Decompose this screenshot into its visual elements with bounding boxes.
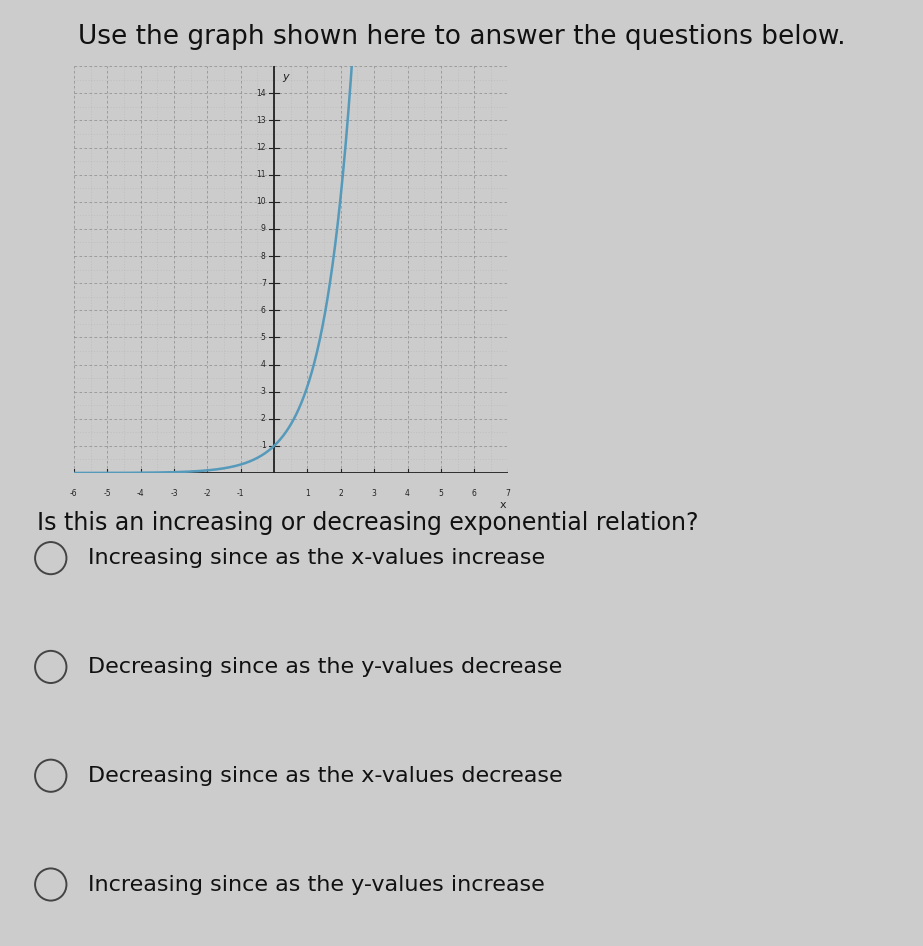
Text: 11: 11 bbox=[257, 170, 266, 179]
Text: 10: 10 bbox=[256, 198, 266, 206]
Text: 7: 7 bbox=[261, 279, 266, 288]
Text: -5: -5 bbox=[103, 489, 111, 499]
Text: 5: 5 bbox=[438, 489, 443, 499]
Text: 5: 5 bbox=[261, 333, 266, 342]
Text: 4: 4 bbox=[405, 489, 410, 499]
Text: 6: 6 bbox=[261, 306, 266, 315]
Text: 8: 8 bbox=[261, 252, 266, 260]
Text: -4: -4 bbox=[137, 489, 144, 499]
Text: 9: 9 bbox=[261, 224, 266, 234]
Text: 3: 3 bbox=[372, 489, 377, 499]
Text: y: y bbox=[282, 72, 289, 81]
Text: 2: 2 bbox=[261, 414, 266, 423]
Text: Use the graph shown here to answer the questions below.: Use the graph shown here to answer the q… bbox=[78, 24, 845, 49]
Text: -3: -3 bbox=[170, 489, 178, 499]
Text: 2: 2 bbox=[339, 489, 343, 499]
Text: Decreasing since as the y-values decrease: Decreasing since as the y-values decreas… bbox=[88, 657, 562, 677]
Text: 12: 12 bbox=[257, 143, 266, 152]
Text: 4: 4 bbox=[261, 360, 266, 369]
Text: x: x bbox=[499, 500, 506, 510]
Text: 1: 1 bbox=[306, 489, 310, 499]
Text: -2: -2 bbox=[204, 489, 211, 499]
Text: -6: -6 bbox=[70, 489, 78, 499]
Text: 3: 3 bbox=[261, 387, 266, 396]
Text: 1: 1 bbox=[261, 442, 266, 450]
Text: -1: -1 bbox=[237, 489, 245, 499]
Text: 14: 14 bbox=[256, 89, 266, 97]
Text: 13: 13 bbox=[256, 116, 266, 125]
Text: Increasing since as the x-values increase: Increasing since as the x-values increas… bbox=[88, 548, 545, 569]
Text: Is this an increasing or decreasing exponential relation?: Is this an increasing or decreasing expo… bbox=[37, 511, 699, 534]
Text: Decreasing since as the x-values decrease: Decreasing since as the x-values decreas… bbox=[88, 765, 562, 786]
Text: Increasing since as the y-values increase: Increasing since as the y-values increas… bbox=[88, 874, 545, 895]
Text: 6: 6 bbox=[472, 489, 476, 499]
Text: 7: 7 bbox=[505, 489, 510, 499]
